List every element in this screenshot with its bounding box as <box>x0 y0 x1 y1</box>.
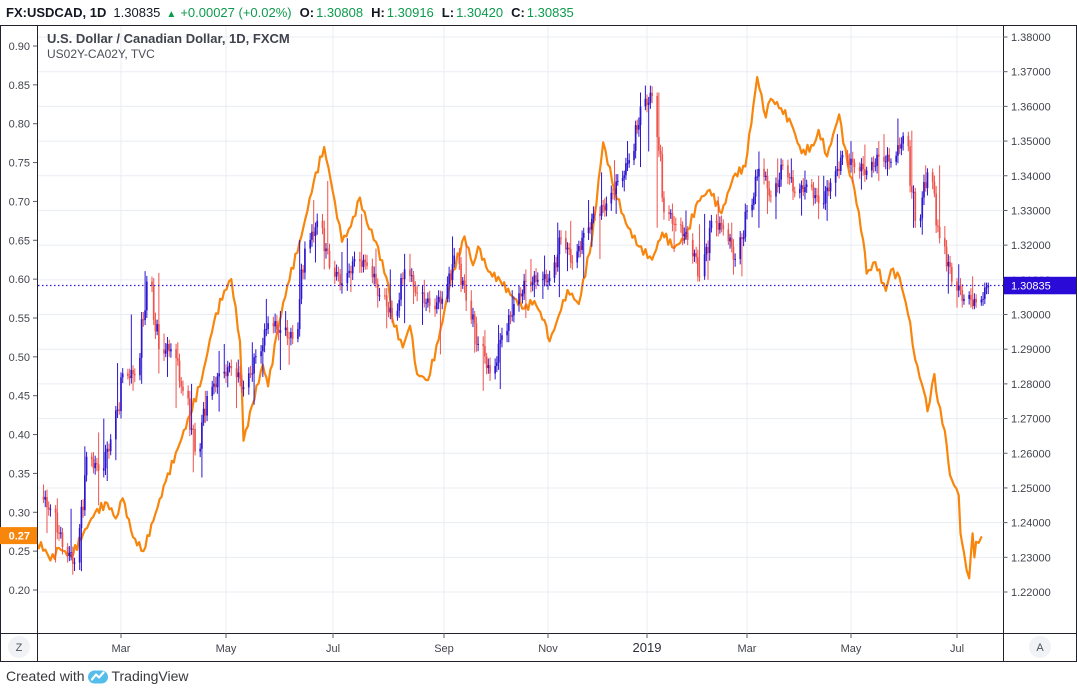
last-price-label: 1.30835 <box>1004 276 1076 295</box>
spread-tick-label: 0.90 <box>9 41 30 53</box>
price-tick-label: 1.24000 <box>1011 518 1051 530</box>
last-price: 1.30835 <box>113 5 161 20</box>
low-label: L: <box>441 5 455 20</box>
svg-text:0.27: 0.27 <box>9 531 30 543</box>
attribution: Created with TradingView <box>6 665 189 687</box>
price-tick-label: 1.22000 <box>1011 587 1051 599</box>
time-tick-label: Jul <box>326 643 340 655</box>
price-tick-label: 1.30000 <box>1011 310 1051 322</box>
open-label: O: <box>299 5 315 20</box>
close-label: C: <box>511 5 525 20</box>
price-tick-label: 1.26000 <box>1011 448 1051 460</box>
price-tick-label: 1.37000 <box>1011 67 1051 79</box>
tradingview-logo-icon[interactable] <box>88 668 109 685</box>
spread-tick-label: 0.70 <box>9 196 30 208</box>
time-tick-label: May <box>216 643 237 655</box>
svg-text:Z: Z <box>16 642 23 654</box>
spread-tick-label: 0.45 <box>9 391 30 403</box>
spread-tick-label: 0.25 <box>9 546 30 558</box>
up-arrow-icon: ▲ <box>166 9 177 20</box>
symbol-title[interactable]: FX:USDCAD, 1D <box>6 5 107 20</box>
high-label: H: <box>371 5 385 20</box>
price-tick-label: 1.28000 <box>1011 379 1051 391</box>
spread-tick-label: 0.60 <box>9 274 30 286</box>
price-tick-label: 1.29000 <box>1011 344 1051 356</box>
price-tick-label: 1.38000 <box>1011 32 1051 44</box>
high-value: 1.30916 <box>386 5 434 20</box>
spread-tick-label: 0.20 <box>9 585 30 597</box>
spread-tick-label: 0.85 <box>9 80 30 92</box>
spread-axis[interactable]: 0.90 0.85 0.80 0.75 0.70 0.65 0.60 0.55 0.50 0.45… <box>9 41 37 597</box>
spread-price-label: 0.27 <box>0 527 37 545</box>
price-tick-label: 1.33000 <box>1011 205 1051 217</box>
plot-area[interactable] <box>38 25 1003 633</box>
spread-tick-label: 0.65 <box>9 235 30 247</box>
time-axis[interactable]: Mar May Jul Sep Nov 2019 Mar May Jul <box>112 633 965 655</box>
grid-lines <box>38 25 1003 633</box>
time-tick-label: 2019 <box>633 640 662 655</box>
price-tick-label: 1.25000 <box>1011 483 1051 495</box>
timezone-button[interactable]: Z <box>8 636 30 658</box>
quote-bar: FX:USDCAD, 1D 1.30835 ▲ +0.00027 (+0.02%) O:… <box>6 0 574 25</box>
spread-tick-label: 0.30 <box>9 507 30 519</box>
spread-tick-label: 0.75 <box>9 158 30 170</box>
spread-tick-label: 0.40 <box>9 430 30 442</box>
time-tick-label: Nov <box>538 643 558 655</box>
spread-tick-label: 0.50 <box>9 352 30 364</box>
auto-scale-button[interactable]: A <box>1029 636 1051 658</box>
price-tick-label: 1.36000 <box>1011 101 1051 113</box>
time-tick-label: Jul <box>950 643 964 655</box>
price-tick-label: 1.32000 <box>1011 240 1051 252</box>
price-tick-label: 1.23000 <box>1011 552 1051 564</box>
spread-tick-label: 0.35 <box>9 468 30 480</box>
open-value: 1.30808 <box>316 5 364 20</box>
svg-text:A: A <box>1036 642 1044 654</box>
price-change: +0.00027 (+0.02%) <box>180 5 292 20</box>
low-value: 1.30420 <box>456 5 504 20</box>
spread-tick-label: 0.55 <box>9 313 30 325</box>
spread-tick-label: 0.80 <box>9 119 30 131</box>
tradingview-brand-text[interactable]: TradingView <box>111 668 189 684</box>
time-tick-label: Mar <box>738 643 757 655</box>
created-with-text: Created with <box>6 668 85 684</box>
price-tick-label: 1.35000 <box>1011 136 1051 148</box>
price-tick-label: 1.27000 <box>1011 414 1051 426</box>
price-axis[interactable]: 1.38000 1.37000 1.36000 1.35000 1.34000 1.330… <box>1003 32 1051 599</box>
candlestick-series <box>42 85 990 575</box>
axis-layer: 1.38000 1.37000 1.36000 1.35000 1.34000 1.330… <box>0 25 1077 662</box>
price-tick-label: 1.34000 <box>1011 171 1051 183</box>
series-layer <box>38 76 1003 580</box>
svg-text:1.30835: 1.30835 <box>1011 281 1051 293</box>
time-tick-label: May <box>841 643 862 655</box>
time-tick-label: Mar <box>112 643 131 655</box>
time-tick-label: Sep <box>434 643 454 655</box>
close-value: 1.30835 <box>526 5 574 20</box>
